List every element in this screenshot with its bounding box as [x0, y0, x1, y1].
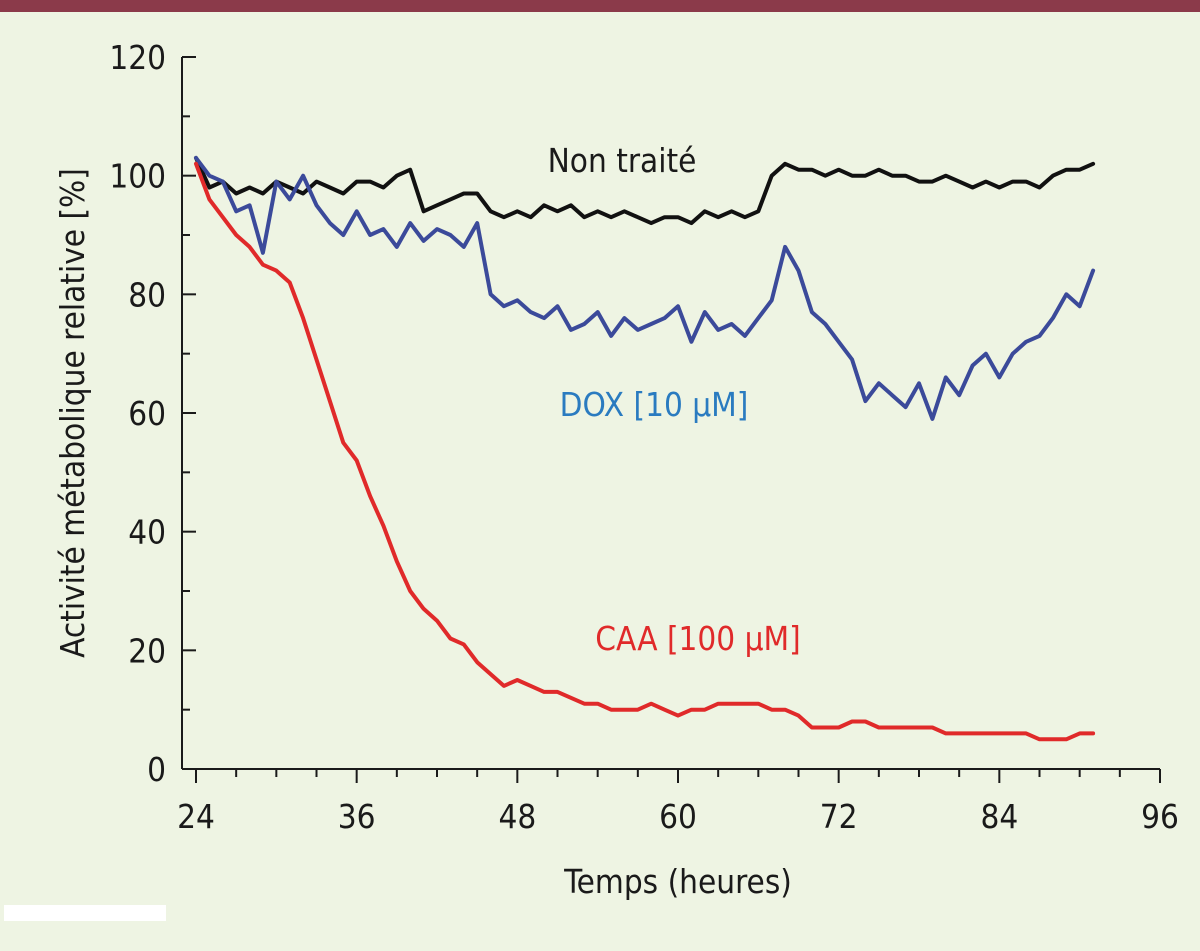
series-label-dox: DOX [10 µM] — [560, 385, 749, 424]
top-accent-bar — [0, 0, 1200, 12]
x-tick-label: 96 — [1141, 797, 1179, 836]
tick-labels: 0 20 40 60 80 100 120 24 36 48 60 72 84 96 — [109, 38, 1179, 836]
tick-marks — [182, 56, 1161, 783]
x-tick-label: 48 — [498, 797, 536, 836]
x-tick-label: 36 — [338, 797, 376, 836]
x-tick-label: 72 — [820, 797, 858, 836]
y-axis-label: Activité métabolique relative [%] — [53, 168, 92, 658]
bottom-white-bar — [4, 905, 166, 921]
y-tick-label: 120 — [109, 38, 166, 77]
x-tick-label: 24 — [177, 797, 215, 836]
y-tick-label: 80 — [128, 275, 166, 314]
series-label-caa: CAA [100 µM] — [595, 619, 800, 658]
y-tick-label: 0 — [147, 750, 166, 789]
series-line-non-traite — [194, 155, 1096, 226]
series-line-caa — [194, 161, 1096, 742]
y-tick-label: 20 — [128, 631, 166, 670]
y-tick-label: 100 — [109, 157, 166, 196]
x-axis-label: Temps (heures) — [563, 862, 792, 901]
series-line-dox — [194, 155, 1096, 421]
y-tick-label: 60 — [128, 394, 166, 433]
x-tick-label: 84 — [980, 797, 1018, 836]
series-lines — [194, 155, 1096, 742]
x-tick-label: 60 — [659, 797, 697, 836]
y-tick-label: 40 — [128, 513, 166, 552]
series-label-non-traite: Non traité — [548, 141, 697, 180]
